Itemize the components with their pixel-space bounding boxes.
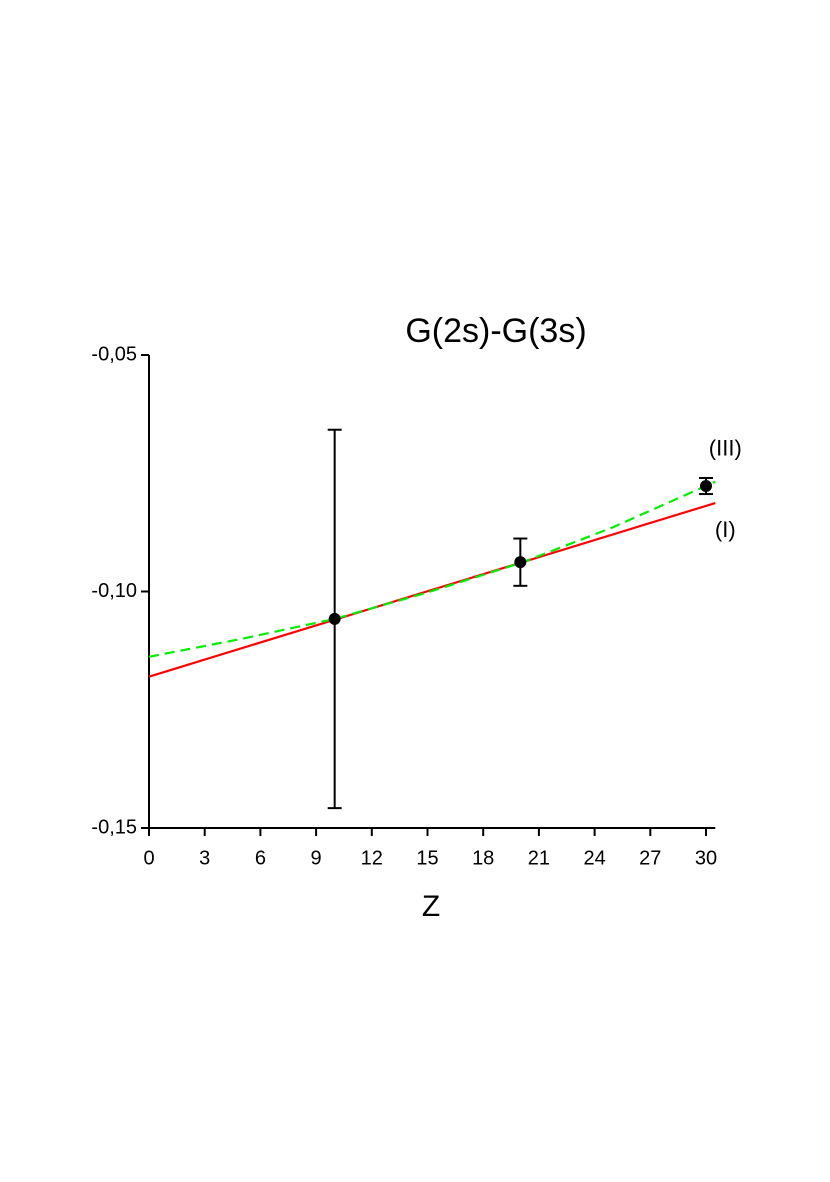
x-tick-label: 12 — [361, 847, 383, 869]
x-tick-label: 24 — [583, 847, 605, 869]
x-axis-label: Z — [422, 890, 440, 923]
x-tick-label: 6 — [255, 847, 266, 869]
chart-title: G(2s)-G(3s) — [405, 312, 586, 350]
x-tick-label: 15 — [416, 847, 438, 869]
x-tick-label: 30 — [695, 847, 717, 869]
x-tick-label: 3 — [199, 847, 210, 869]
x-tick-label: 27 — [639, 847, 661, 869]
data-point — [700, 480, 712, 493]
data-point — [514, 556, 527, 569]
y-tick-label: -0,15 — [91, 816, 137, 838]
x-tick-label: 21 — [528, 847, 550, 869]
series-label: (I) — [715, 517, 736, 542]
x-tick-label: 18 — [472, 847, 494, 869]
x-tick-label: 0 — [143, 847, 154, 869]
line-series — [148, 480, 716, 658]
x-tick-label: 9 — [311, 847, 322, 869]
data-point — [328, 612, 341, 625]
y-tick-label: -0,10 — [91, 580, 137, 602]
series-label: (III) — [709, 436, 742, 461]
y-tick-label: -0,05 — [91, 343, 137, 365]
